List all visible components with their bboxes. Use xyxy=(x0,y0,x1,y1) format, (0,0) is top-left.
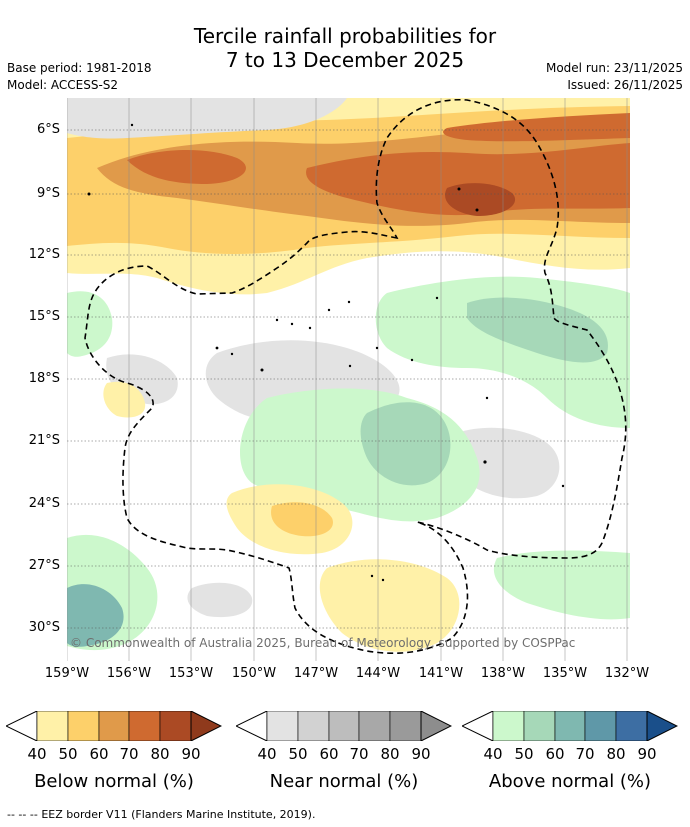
colorbar-below-50 xyxy=(67,711,100,741)
colorbar-near xyxy=(236,711,452,741)
colorbar-above-tick-60: 60 xyxy=(545,745,565,763)
lon-label-141w: 141°W xyxy=(418,666,464,681)
colorbar-near-tick-80: 80 xyxy=(380,745,400,763)
above-40-area-southeast xyxy=(493,550,630,620)
eez-border-north xyxy=(84,98,627,655)
lon-label-132w: 132°W xyxy=(604,666,650,681)
colorbar-near-80 xyxy=(389,711,422,741)
model-name: Model: ACCESS-S2 xyxy=(7,78,119,92)
below-40-patch-south xyxy=(319,559,460,652)
base-period: Base period: 1981-2018 xyxy=(7,61,152,75)
lat-label-18s: 18°S xyxy=(28,371,60,386)
map-copyright: © Commonwealth of Australia 2025, Bureau… xyxy=(70,636,575,650)
colorbar-above-tick-70: 70 xyxy=(575,745,595,763)
below-50-patch-mid xyxy=(271,502,333,537)
colorbar-below-tick-40: 40 xyxy=(27,745,47,763)
footer-eez-note: -- -- -- EEZ border V11 (Flanders Marine… xyxy=(7,808,315,821)
colorbar-above-tick-80: 80 xyxy=(606,745,626,763)
below-40-patch-west xyxy=(103,381,146,418)
lat-label-27s: 27°S xyxy=(28,558,60,573)
above-50-area-east xyxy=(467,297,608,363)
colorbar-near-50 xyxy=(297,711,330,741)
model-run: Model run: 23/11/2025 xyxy=(545,61,683,75)
colorbar-below-tick-70: 70 xyxy=(119,745,139,763)
colorbar-above-label: Above normal (%) xyxy=(488,771,652,792)
lat-label-24s: 24°S xyxy=(28,496,60,511)
lat-label-12s: 12°S xyxy=(28,247,60,262)
colorbar-near-label: Near normal (%) xyxy=(269,771,419,792)
colorbar-near-tick-40: 40 xyxy=(257,745,277,763)
below-70-area-east xyxy=(306,143,630,216)
colorbar-above-50 xyxy=(523,711,556,741)
colorbar-below-60 xyxy=(98,711,130,741)
near-normal-patch-north xyxy=(67,98,347,139)
lat-label-21s: 21°S xyxy=(28,433,60,448)
lat-label-15s: 15°S xyxy=(28,309,60,324)
near-normal-patch-south xyxy=(187,582,253,618)
colorbar-below-40 xyxy=(36,711,69,741)
colorbar-above-tick-50: 50 xyxy=(514,745,534,763)
colorbar-near-tick-70: 70 xyxy=(349,745,369,763)
colorbar-near-60 xyxy=(328,711,360,741)
lat-label-30s: 30°S xyxy=(28,620,60,635)
lon-label-138w: 138°W xyxy=(480,666,526,681)
map-gridlines xyxy=(67,129,630,629)
below-70-area-north xyxy=(443,113,630,142)
probability-map: © Commonwealth of Australia 2025, Bureau… xyxy=(67,98,630,661)
colorbar-below-label: Below normal (%) xyxy=(34,771,194,792)
lon-label-135w: 135°W xyxy=(542,666,588,681)
colorbar-below-tick-50: 50 xyxy=(58,745,78,763)
colorbar-above xyxy=(462,711,678,741)
lon-label-159w: 159°W xyxy=(44,666,90,681)
colorbar-above-tick-40: 40 xyxy=(483,745,503,763)
below-80-area xyxy=(445,183,516,216)
colorbar-near-lower-arrow xyxy=(236,711,268,741)
colorbar-near-upper-arrow xyxy=(420,711,452,741)
issued-date: Issued: 26/11/2025 xyxy=(567,78,683,92)
island-markers xyxy=(87,123,565,582)
lon-label-144w: 144°W xyxy=(355,666,401,681)
colorbar-below-tick-80: 80 xyxy=(150,745,170,763)
colorbar-near-tick-90: 90 xyxy=(411,745,431,763)
title-line-2: 7 to 13 December 2025 xyxy=(225,48,465,72)
lat-label-6s: 6°S xyxy=(36,122,60,137)
colorbar-near-40 xyxy=(266,711,299,741)
above-40-area-west xyxy=(67,291,113,357)
colorbar-below xyxy=(6,711,222,741)
colorbar-above-60 xyxy=(554,711,586,741)
lon-label-147w: 147°W xyxy=(293,666,339,681)
above-50-area xyxy=(360,402,451,486)
colorbar-near-70 xyxy=(358,711,391,741)
colorbar-near-tick-60: 60 xyxy=(319,745,339,763)
title-line-1: Tercile rainfall probabilities for xyxy=(193,24,497,48)
colorbar-below-lower-arrow xyxy=(6,711,38,741)
colorbar-above-upper-arrow xyxy=(646,711,678,741)
colorbar-below-tick-60: 60 xyxy=(89,745,109,763)
colorbar-near-tick-50: 50 xyxy=(288,745,308,763)
map-meridians xyxy=(67,98,628,661)
colorbar-below-tick-90: 90 xyxy=(181,745,201,763)
colorbar-above-lower-arrow xyxy=(462,711,494,741)
footer-line-sample: -- -- -- xyxy=(7,808,38,821)
colorbar-below-70 xyxy=(128,711,161,741)
colorbar-above-tick-90: 90 xyxy=(637,745,657,763)
colorbar-below-80 xyxy=(159,711,192,741)
colorbar-above-80 xyxy=(615,711,648,741)
colorbar-above-70 xyxy=(584,711,617,741)
lon-label-156w: 156°W xyxy=(106,666,152,681)
lat-label-9s: 9°S xyxy=(36,186,60,201)
colorbar-above-40 xyxy=(492,711,525,741)
colorbar-below-upper-arrow xyxy=(190,711,222,741)
lon-label-150w: 150°W xyxy=(231,666,277,681)
below-70-area-west xyxy=(127,149,246,184)
lon-label-153w: 153°W xyxy=(168,666,214,681)
above-60-area-southwest xyxy=(67,584,124,647)
footer-text: EEZ border V11 (Flanders Marine Institut… xyxy=(41,808,316,821)
